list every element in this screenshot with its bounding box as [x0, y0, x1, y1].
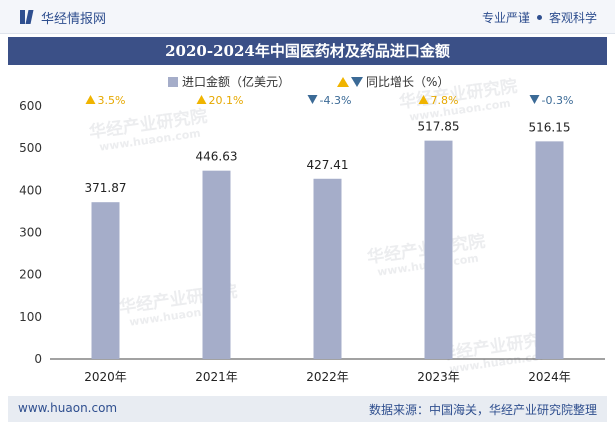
x-tick-label: 2021年: [195, 370, 238, 384]
value-label: 446.63: [196, 150, 238, 164]
x-tick-label: 2020年: [84, 370, 127, 384]
x-tick-label: 2023年: [417, 370, 460, 384]
growth-label: 20.1%: [209, 94, 244, 107]
bars: [91, 140, 564, 359]
header-bar: 华经情报网 专业严谨 客观科学: [0, 0, 615, 34]
y-tick-label: 600: [19, 99, 42, 113]
data-labels: 371.87 446.63 427.41 517.85 516.15: [85, 120, 571, 196]
brand[interactable]: 华经情报网: [20, 8, 107, 27]
growth-label: 3.5%: [98, 94, 126, 107]
y-tick-label: 300: [19, 226, 42, 240]
value-label: 517.85: [418, 120, 460, 134]
growth-up-triangle-icon: [196, 95, 207, 104]
title-bar: 2020-2024年中国医药材及药品进口金额: [8, 37, 607, 65]
growth-down-triangle-icon: [307, 95, 318, 104]
bar-chart: 华经产业研究院www.huaon.com华经产业研究院www.huaon.com…: [19, 74, 605, 384]
footer-source: 数据来源：中国海关，华经产业研究院整理: [368, 403, 597, 417]
brand-logo-icon: [20, 9, 34, 25]
value-label: 427.41: [307, 158, 349, 172]
y-tick-label: 500: [19, 141, 42, 155]
legend-label-amount: 进口金额（亿美元）: [182, 74, 290, 89]
footer-website-link[interactable]: www.huaon.com: [18, 401, 118, 415]
y-tick-label: 100: [19, 310, 42, 324]
growth-down-triangle-icon: [529, 95, 540, 104]
value-label: 371.87: [85, 181, 127, 195]
x-tick-label: 2024年: [528, 370, 571, 384]
growth-label: -4.3%: [320, 94, 352, 107]
y-tick-label: 400: [19, 183, 42, 197]
growth-labels: 3.5% 20.1% -4.3% 7.8% -0.3%: [85, 94, 574, 107]
growth-up-triangle-icon: [418, 95, 429, 104]
legend: 进口金额（亿美元） 同比增长（%）: [168, 74, 449, 89]
y-tick-label: 200: [19, 268, 42, 282]
tagline: 专业严谨 客观科学: [482, 9, 597, 26]
x-tick-label: 2022年: [306, 370, 349, 384]
growth-label: 7.8%: [431, 94, 459, 107]
brand-name: 华经情报网: [41, 11, 107, 27]
y-tick-label: 0: [34, 352, 42, 366]
bar-5: [535, 141, 564, 359]
dot-separator-icon: [536, 15, 542, 20]
legend-down-triangle-icon: [351, 77, 363, 87]
bar-2: [202, 170, 231, 359]
chart-title: 2020-2024年中国医药材及药品进口金额: [165, 42, 450, 60]
legend-label-growth: 同比增长（%）: [366, 75, 449, 89]
footer-bar: www.huaon.com 数据来源：中国海关，华经产业研究院整理: [8, 396, 607, 422]
legend-swatch-bar: [168, 77, 178, 87]
bar-1: [91, 202, 120, 359]
tagline-left: 专业严谨: [481, 11, 530, 25]
value-label: 516.15: [529, 120, 571, 134]
legend-up-triangle-icon: [337, 77, 349, 87]
growth-label: -0.3%: [542, 94, 574, 107]
bar-3: [313, 178, 342, 359]
tagline-right: 客观科学: [548, 11, 597, 25]
growth-up-triangle-icon: [85, 95, 96, 104]
bar-4: [424, 140, 453, 359]
